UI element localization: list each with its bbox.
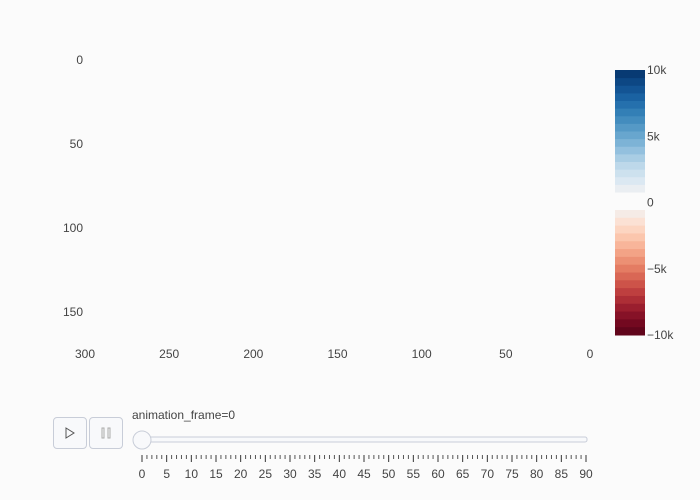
colorbar-swatch-positive (615, 92, 645, 101)
colorbar-swatch-negative (615, 303, 645, 313)
play-button[interactable] (53, 417, 87, 449)
slider-tick-label: 20 (234, 467, 248, 481)
slider-tick-label: 90 (579, 467, 593, 481)
slider-tick-label: 55 (407, 467, 421, 481)
colorbar-tick-label: 5k (647, 129, 661, 143)
pause-icon (101, 427, 111, 439)
colorbar-swatch-positive (615, 184, 645, 193)
colorbar-swatch-positive (615, 123, 645, 132)
colorbar-swatch-negative (615, 295, 645, 305)
slider-ticks: 0 5 10 15 20 25 30 35 40 45 50 55 60 65 70 75 80 85 90 (139, 455, 593, 481)
slider-tick-label: 70 (481, 467, 495, 481)
colorbar-swatch-negative (615, 327, 645, 336)
slider-rail[interactable] (139, 436, 588, 443)
colorbar-swatch-positive (615, 169, 645, 178)
colorbar-swatch-negative (615, 311, 645, 320)
x-tick-label: 200 (243, 347, 263, 361)
y-axis: 0 50 100 150 (63, 53, 83, 319)
play-icon (65, 427, 75, 439)
slider-tick-label: 45 (357, 467, 371, 481)
colorbar-swatch-negative (615, 225, 645, 234)
slider-tick-label: 60 (431, 467, 445, 481)
x-tick-label: 100 (412, 347, 432, 361)
slider-tick-label: 35 (308, 467, 322, 481)
slider-tick-label: 25 (259, 467, 273, 481)
y-tick-label: 50 (70, 137, 84, 151)
x-tick-label: 250 (159, 347, 179, 361)
colorbar-tick-label: −5k (647, 262, 668, 276)
colorbar-swatch-negative (615, 210, 645, 219)
y-tick-label: 0 (76, 53, 83, 67)
colorbar-swatch-positive (615, 176, 645, 185)
slider-tick-label: 10 (185, 467, 199, 481)
colorbar-swatch-negative (615, 233, 645, 242)
slider-tick-label: 75 (505, 467, 519, 481)
slider-tick-label: 80 (530, 467, 544, 481)
x-axis: 300 250 200 150 100 50 0 (75, 347, 594, 361)
colorbar-swatch-positive (615, 70, 645, 79)
slider-current-value: 0 (228, 408, 236, 422)
y-tick-label: 150 (63, 305, 83, 319)
slider-tick-label: 5 (163, 467, 170, 481)
slider-tick-label: 30 (283, 467, 297, 481)
x-tick-label: 300 (75, 347, 95, 361)
slider-tick-label: 85 (555, 467, 569, 481)
colorbar-swatch-positive (615, 146, 645, 155)
colorbar-tick-label: 10k (647, 63, 667, 77)
y-tick-label: 100 (63, 221, 83, 235)
colorbar-swatch-negative (615, 249, 645, 258)
slider-tick-label: 65 (456, 467, 470, 481)
x-tick-label: 50 (499, 347, 513, 361)
colorbar-tick-label: 0 (647, 196, 654, 210)
colorbar: 10k 5k 0 −5k −10k (615, 63, 674, 342)
slider-title-prefix: animation_frame= (132, 408, 229, 422)
colorbar-swatch-negative (615, 288, 645, 297)
slider-title: animation_frame=0 (132, 408, 235, 422)
slider-tick-label: 40 (333, 467, 347, 481)
colorbar-swatch-positive (615, 108, 645, 117)
x-tick-label: 0 (587, 347, 594, 361)
colorbar-tick-label: −10k (647, 328, 674, 342)
colorbar-swatch-negative (615, 280, 645, 289)
colorbar-swatch-positive (615, 131, 645, 140)
colorbar-swatch-positive (615, 85, 645, 94)
slider-tick-label: 50 (382, 467, 396, 481)
slider-tick-label: 0 (139, 467, 146, 481)
colorbar-swatch-negative (615, 241, 645, 250)
colorbar-swatch-negative (615, 272, 645, 281)
pause-button[interactable] (89, 417, 123, 449)
colorbar-swatch-negative (615, 264, 645, 273)
colorbar-swatch-negative (615, 319, 645, 328)
colorbar-swatch-negative (615, 256, 645, 266)
colorbar-swatch-positive (615, 77, 645, 86)
slider-tick-label: 15 (209, 467, 223, 481)
colorbar-swatch-positive (615, 115, 645, 124)
colorbar-swatch-positive (615, 138, 645, 147)
colorbar-swatch-positive (615, 153, 645, 162)
colorbar-swatch-negative (615, 217, 645, 227)
x-tick-label: 150 (327, 347, 347, 361)
slider-handle[interactable] (132, 430, 152, 450)
slider[interactable] (132, 430, 588, 450)
colorbar-swatch-positive (615, 161, 645, 170)
colorbar-swatch-positive (615, 100, 645, 109)
